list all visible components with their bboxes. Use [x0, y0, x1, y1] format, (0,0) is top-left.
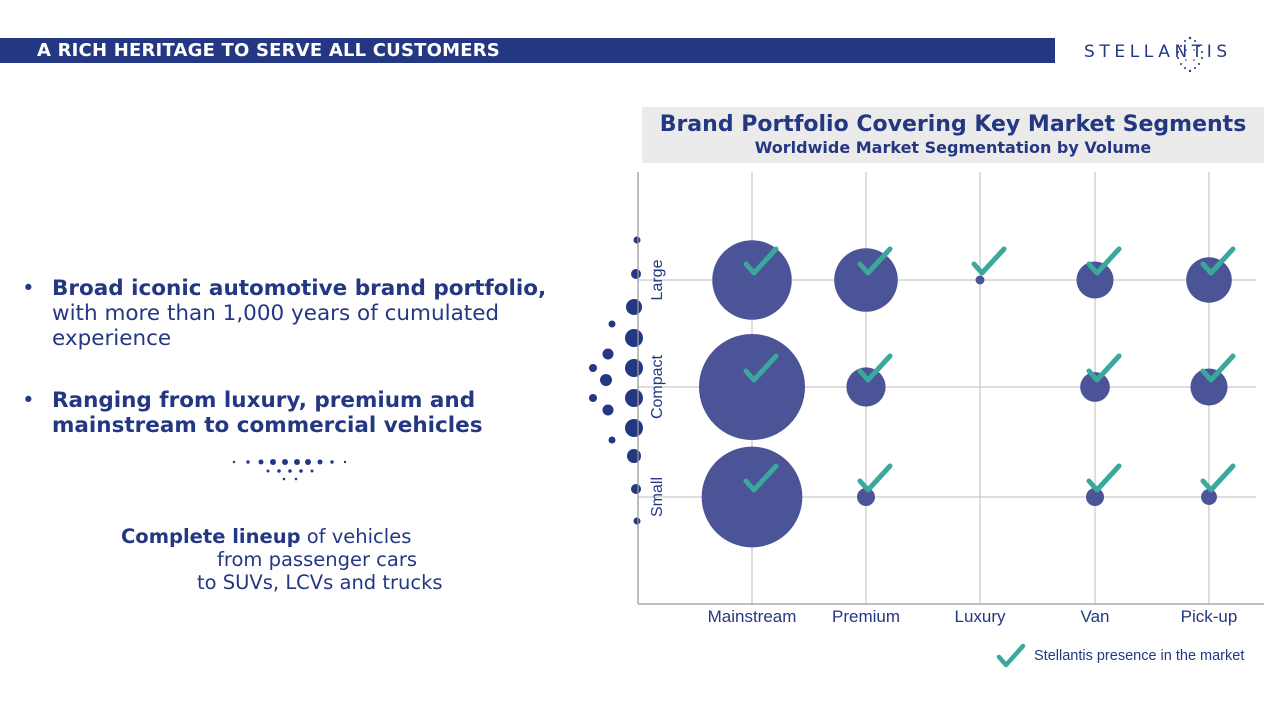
- check-mark: [1086, 246, 1122, 276]
- check-mark: [1200, 353, 1236, 383]
- lineup-bold: Complete lineup: [121, 525, 301, 548]
- check-icon: [996, 643, 1026, 668]
- bullet-dot: •: [22, 388, 35, 413]
- decorative-dots-icon: [232, 459, 347, 481]
- y-tick-label: Compact: [649, 354, 666, 419]
- check-mark: [1086, 353, 1122, 383]
- bullet-text: with more than 1,000 years of cumulated …: [52, 301, 500, 351]
- check-mark: [1200, 463, 1236, 493]
- check-mark: [857, 463, 893, 493]
- bubble-pick-up-large: [1186, 257, 1232, 303]
- bubble-pick-up-compact: [1190, 368, 1228, 406]
- bubble-premium-small: [856, 487, 876, 507]
- bubble-premium-large: [834, 248, 898, 312]
- check-mark: [857, 353, 893, 383]
- check-mark: [743, 463, 779, 493]
- lineup-line1: of vehicles: [300, 525, 412, 548]
- header-bar: A RICH HERITAGE TO SERVE ALL CUSTOMERS: [0, 38, 1055, 63]
- bullet-dot: •: [22, 276, 35, 301]
- chart-title: Brand Portfolio Covering Key Market Segm…: [659, 112, 1247, 137]
- bullet-item: • Broad iconic automotive brand portfoli…: [22, 276, 582, 351]
- bubble-van-large: [1076, 261, 1114, 299]
- bullet-bold-text: Ranging from luxury, premium and mainstr…: [52, 388, 483, 438]
- bubble-luxury-large: [975, 275, 985, 285]
- lineup-text: Complete lineup of vehicles from passeng…: [60, 525, 460, 594]
- bubble-pick-up-small: [1201, 489, 1217, 505]
- bubble-van-small: [1085, 487, 1105, 507]
- logo-dots-icon: [1177, 36, 1203, 73]
- check-mark: [971, 246, 1007, 276]
- stellantis-logo: STELLANTIS: [1084, 34, 1266, 74]
- x-tick-label: Pick-up: [1181, 607, 1238, 626]
- chart-header: Brand Portfolio Covering Key Market Segm…: [642, 107, 1264, 163]
- bubble-mainstream-compact: [699, 334, 805, 440]
- chart-subtitle: Worldwide Market Segmentation by Volume: [754, 138, 1152, 157]
- legend-label: Stellantis presence in the market: [1034, 648, 1245, 664]
- y-tick-label: Small: [649, 477, 666, 517]
- bullet-item: • Ranging from luxury, premium and mains…: [22, 388, 582, 438]
- check-mark: [743, 353, 779, 383]
- x-tick-label: Premium: [832, 607, 900, 626]
- x-tick-label: Mainstream: [708, 607, 797, 626]
- check-mark: [1086, 463, 1122, 493]
- bullet-bold-text: Broad iconic automotive brand portfolio,: [52, 276, 547, 301]
- lineup-line2: from passenger cars: [217, 548, 418, 571]
- bubble-mainstream-small: [701, 446, 803, 548]
- logo-wordmark: STELLANTIS: [1084, 42, 1232, 62]
- page-title: A RICH HERITAGE TO SERVE ALL CUSTOMERS: [37, 40, 500, 61]
- bubble-mainstream-large: [712, 240, 792, 320]
- check-mark: [743, 246, 779, 276]
- check-mark: [1200, 246, 1236, 276]
- check-mark: [857, 246, 893, 276]
- bubble-premium-compact: [846, 367, 886, 407]
- y-tick-label: Large: [649, 259, 666, 300]
- x-tick-label: Luxury: [954, 607, 1006, 626]
- bubble-chart: Mainstream Premium Luxury Van Pick-up Large Co…: [637, 172, 1264, 626]
- bubble-van-compact: [1080, 372, 1110, 402]
- bullet-list: • Broad iconic automotive brand portfoli…: [22, 276, 582, 475]
- x-tick-label: Van: [1081, 607, 1110, 626]
- lineup-line3: to SUVs, LCVs and trucks: [197, 571, 443, 594]
- chart-legend: Stellantis presence in the market: [996, 643, 1256, 671]
